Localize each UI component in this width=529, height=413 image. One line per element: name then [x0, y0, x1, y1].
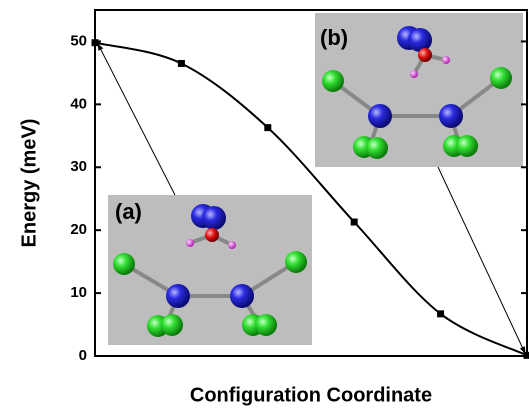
- marker: [351, 219, 358, 226]
- y-tick-label: 50: [70, 32, 87, 49]
- y-tick-label: 20: [70, 221, 87, 238]
- marker: [92, 39, 99, 46]
- inset-label: (a): [115, 199, 142, 224]
- inset-a: (a): [108, 195, 312, 345]
- x-axis-title: Configuration Coordinate: [190, 384, 432, 406]
- arrow: [98, 44, 175, 195]
- y-tick-label: 10: [70, 284, 87, 301]
- y-tick-label: 30: [70, 158, 87, 175]
- inset-b: (b): [315, 13, 523, 167]
- marker: [178, 60, 185, 67]
- y-tick-label: 40: [70, 95, 87, 112]
- arrow: [438, 167, 525, 353]
- marker: [437, 310, 444, 317]
- inset-label: (b): [320, 25, 348, 50]
- y-tick-label: 0: [79, 347, 87, 364]
- marker: [264, 124, 271, 131]
- marker: [524, 352, 529, 359]
- y-axis-title: Energy (meV): [18, 119, 40, 248]
- chart: (a) (b) Energy (meV) Configuration Coord…: [0, 0, 529, 413]
